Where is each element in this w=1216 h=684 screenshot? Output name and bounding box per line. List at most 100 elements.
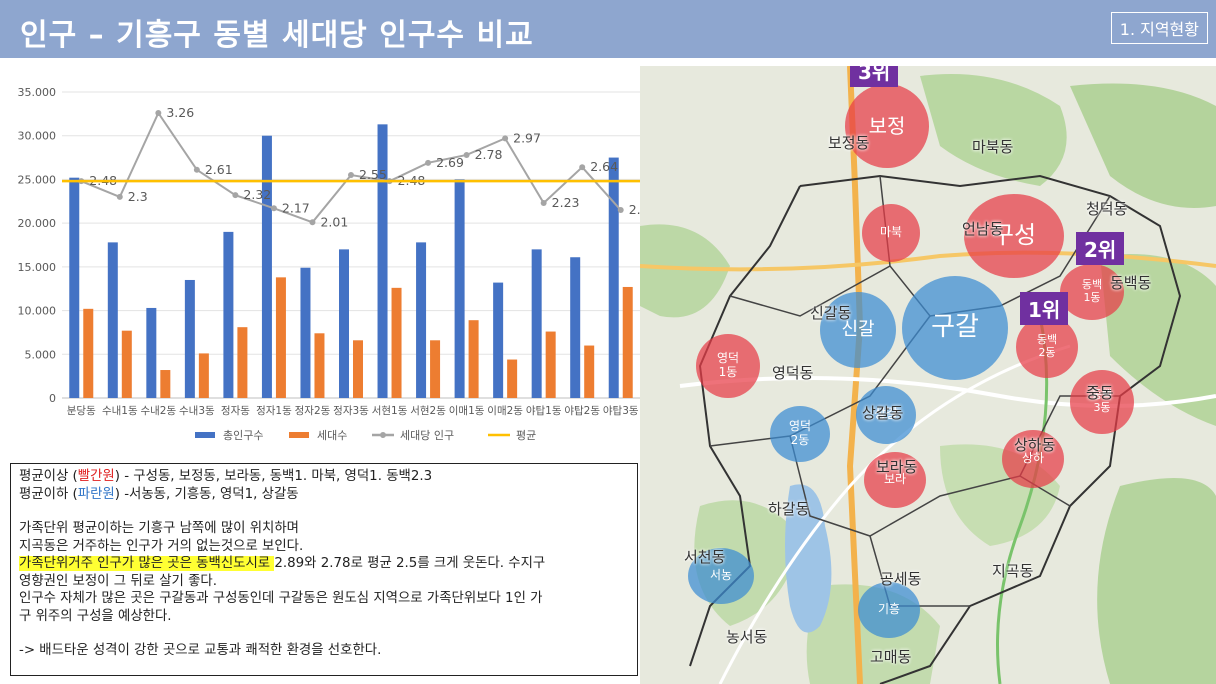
per-household-data-label: 2.01 xyxy=(320,214,348,229)
bar-households xyxy=(353,340,363,398)
population-chart: 0 5.000 10.000 15.000 20.000 25.000 30.000 35.0… xyxy=(0,62,700,457)
map-label-boradong: 보라동 xyxy=(876,458,918,476)
map-circle-guseong: 구성 xyxy=(964,194,1064,278)
bar-households xyxy=(584,345,595,398)
map-circle-dongbaek2: 동백 2동 xyxy=(1016,316,1078,378)
category-label: 정자1동 xyxy=(256,405,292,417)
map-label-sanghadong: 상하동 xyxy=(1014,436,1056,454)
bar-households xyxy=(237,327,248,398)
map-circle-sangha: 상하 xyxy=(1002,430,1064,488)
text-line-7: 인구수 자체가 많은 곳은 구갈동과 구성동인데 구갈동은 원도심 지역으로 가… xyxy=(19,591,543,606)
category-label: 수내2동 xyxy=(140,405,176,417)
left-tick-label: 20.000 xyxy=(18,217,57,230)
map-label-sanggaldong: 상갈동 xyxy=(862,404,904,422)
bar-population xyxy=(107,242,118,398)
category-label: 서현1동 xyxy=(372,405,408,417)
legend-label: 세대당 인구 xyxy=(400,429,454,442)
bar-population xyxy=(223,231,234,398)
map-label-singaldong: 신갈동 xyxy=(810,304,852,322)
blue-circle-label: 파란원 xyxy=(77,486,115,502)
category-label: 야탑2동 xyxy=(564,404,600,417)
per-household-data-label: 2.78 xyxy=(475,147,503,162)
per-household-data-label: 2.23 xyxy=(552,195,580,210)
text-line-9: -> 배드타운 성격이 강한 곳으로 교통과 쾌적한 환경을 선호한다. xyxy=(19,643,382,658)
map-label-bojeongdong: 보정동 xyxy=(828,134,870,152)
district-map: 보정 마북 구성 동백 1동 신갈 구갈 동백 2동 영덕 1동 동백 3동 영… xyxy=(640,66,1216,684)
left-tick-label: 15.000 xyxy=(18,261,57,274)
legend-label: 평균 xyxy=(516,429,536,442)
map-circle-bojeong: 보정 xyxy=(845,84,929,168)
map-label-jigokdong: 지곡동 xyxy=(992,562,1034,580)
text-line-4: 지곡동은 거주하는 인구가 거의 없는것으로 보인다. xyxy=(19,538,304,554)
left-tick-label: 30.000 xyxy=(18,130,57,143)
bar-households xyxy=(430,340,441,398)
per-household-point xyxy=(463,151,470,158)
category-label: 분당동 xyxy=(67,405,96,417)
per-household-data-label: 2.64 xyxy=(590,159,618,174)
bar-population xyxy=(493,282,504,398)
bar-households xyxy=(275,277,286,398)
per-household-data-label: 2.17 xyxy=(282,200,310,215)
map-circle-bora: 보라 xyxy=(864,452,926,508)
map-circle-dongbaek1: 동백 1동 xyxy=(1060,264,1124,320)
left-tick-label: 0 xyxy=(49,392,56,405)
legend-swatch-marker xyxy=(380,432,386,438)
map-label-nongseodong: 농서동 xyxy=(726,628,768,646)
map-circle-mabuk: 마북 xyxy=(862,204,920,262)
header-bar: 인구 – 기흥구 동별 세대당 인구수 비교 1. 지역현황 xyxy=(0,0,1216,58)
legend-label: 총인구수 xyxy=(223,429,263,442)
category-label: 수내1동 xyxy=(102,405,138,417)
text-line-3: 가족단위 평균이하는 기흥구 남쪽에 많이 위치하며 xyxy=(19,521,299,536)
per-household-point xyxy=(232,192,239,199)
text-line-above-average: 평균이상 (빨간원) - 구성동, 보정동, 보라동, 동백1. 마북, 영덕1… xyxy=(19,469,433,484)
category-label: 야탑3동 xyxy=(603,404,639,417)
bar-population xyxy=(454,179,465,398)
left-tick-label: 10.000 xyxy=(18,305,57,318)
map-circle-yeongdeok1: 영덕 1동 xyxy=(696,334,760,398)
rank-badge-2: 2위 xyxy=(1076,232,1125,265)
highlight-text: 가족단위거주 인구가 많은 곳은 동백신도시로 xyxy=(19,556,275,571)
map-label-dongbaekdong: 동백동 xyxy=(1110,274,1152,292)
bar-population xyxy=(261,135,272,398)
category-label: 정자동 xyxy=(221,405,250,417)
map-label-gomaedong: 고매동 xyxy=(870,648,912,666)
per-household-point xyxy=(309,219,316,226)
bar-households xyxy=(391,287,402,398)
map-label-cheongdeokdong: 청덕동 xyxy=(1086,200,1128,218)
bar-households xyxy=(545,331,556,398)
per-household-data-label: 2.61 xyxy=(205,162,233,177)
legend-label: 세대수 xyxy=(317,429,347,442)
bar-population xyxy=(146,307,157,398)
map-label-eonnam: 언남동 xyxy=(962,220,1004,238)
left-tick-label: 25.000 xyxy=(18,173,57,186)
chart-svg: 0 5.000 10.000 15.000 20.000 25.000 30.000 35.0… xyxy=(18,86,684,442)
per-household-point xyxy=(617,207,624,214)
per-household-data-label: 2.97 xyxy=(513,130,541,145)
category-label: 정자2동 xyxy=(295,405,331,417)
analysis-textbox: 평균이상 (빨간원) - 구성동, 보정동, 보라동, 동백1. 마북, 영덕1… xyxy=(10,463,638,676)
bar-households xyxy=(622,286,633,398)
per-household-point xyxy=(193,166,200,173)
left-tick-label: 5.000 xyxy=(25,348,57,361)
per-household-point xyxy=(116,193,123,200)
map-label-gongsedong: 공세동 xyxy=(880,570,922,588)
map-label-junggdong: 중동 xyxy=(1086,384,1114,402)
bar-households xyxy=(121,330,132,398)
bar-population xyxy=(184,279,195,398)
per-household-point xyxy=(425,159,432,166)
text-line-below-average: 평균이하 (파란원) -서농동, 기흥동, 영덕1, 상갈동 xyxy=(19,486,299,502)
bar-population xyxy=(531,249,542,398)
text-line-6: 영향권인 보정이 그 뒤로 살기 좋다. xyxy=(19,573,218,589)
per-household-point xyxy=(270,205,277,212)
left-tick-label: 35.000 xyxy=(18,86,57,99)
bar-population xyxy=(339,249,349,398)
bar-households xyxy=(507,359,518,398)
bar-households xyxy=(83,308,94,398)
category-label: 야탑1동 xyxy=(526,404,562,417)
per-household-data-label: 2.55 xyxy=(359,167,387,182)
section-badge: 1. 지역현황 xyxy=(1110,12,1208,44)
per-household-data-label: 3.26 xyxy=(166,105,194,120)
per-household-data-label: 2.3 xyxy=(128,189,148,204)
bar-population xyxy=(608,157,619,398)
map-label-hagaldong: 하갈동 xyxy=(768,500,810,518)
